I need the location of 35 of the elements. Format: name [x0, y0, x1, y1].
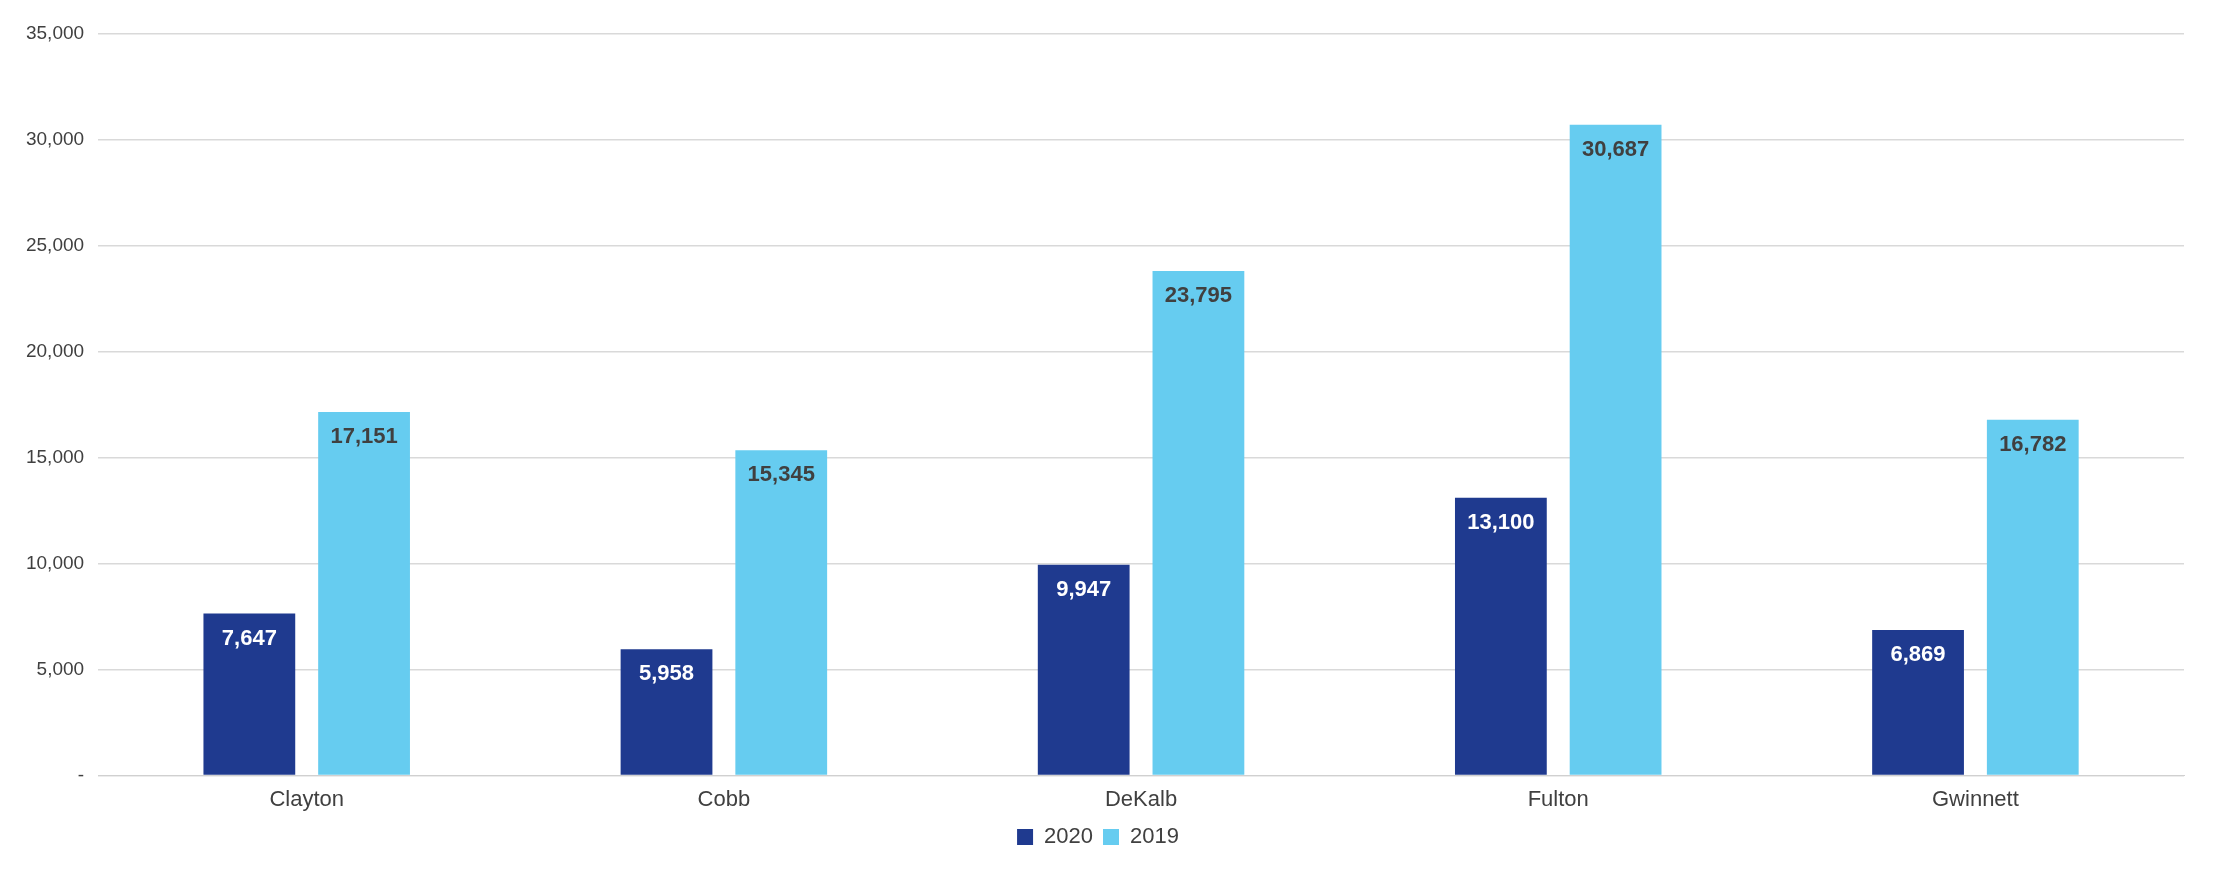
data-label: 16,782	[1999, 430, 2067, 456]
data-label: 17,151	[330, 422, 398, 448]
data-label: 15,345	[747, 461, 815, 487]
legend-label: 2020	[1044, 823, 1094, 849]
y-tick-label: 10,000	[25, 551, 85, 573]
y-tick-label: 5,000	[36, 657, 85, 679]
bar	[735, 450, 828, 775]
bar	[1152, 271, 1245, 775]
bar	[318, 411, 410, 775]
y-tick-label: 20,000	[25, 339, 85, 361]
bar	[1986, 419, 2079, 775]
data-label: 7,647	[221, 624, 277, 650]
y-tick-label: 30,000	[25, 127, 85, 149]
x-tick-label: DeKalb	[1104, 785, 1178, 811]
bar	[1037, 564, 1130, 775]
bar	[203, 613, 296, 775]
data-label: 13,100	[1467, 508, 1535, 534]
bar	[1454, 497, 1547, 775]
data-label: 23,795	[1164, 282, 1233, 308]
y-tick-label: 15,000	[25, 445, 85, 467]
bar	[1569, 124, 1662, 775]
data-label: 30,687	[1581, 135, 1650, 161]
x-tick-label: Cobb	[697, 785, 751, 811]
bar	[1872, 629, 1964, 775]
y-tick-label: -	[77, 763, 85, 785]
data-label: 6,869	[1890, 641, 1946, 666]
x-tick-label: Fulton	[1527, 785, 1589, 811]
legend-label: 2019	[1130, 823, 1179, 849]
y-tick-label: 35,000	[25, 21, 85, 43]
y-tick-label: 25,000	[25, 233, 85, 255]
x-tick-label: Gwinnett	[1932, 785, 2019, 811]
x-tick-label: Clayton	[269, 785, 344, 811]
bar	[620, 649, 713, 775]
data-label: 5,958	[638, 660, 695, 686]
data-label: 9,947	[1056, 575, 1112, 601]
